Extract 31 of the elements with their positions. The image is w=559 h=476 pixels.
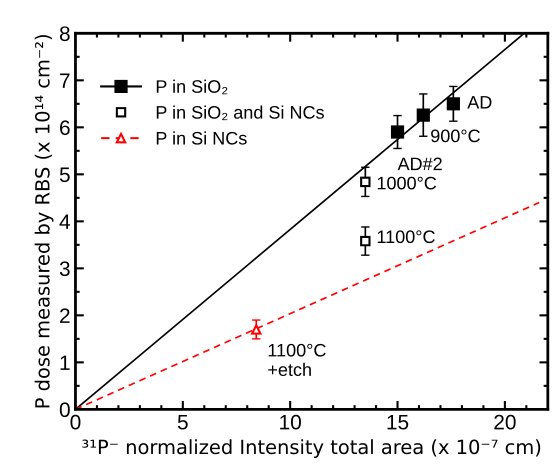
point (390, 125, 404, 139)
y-tick-label: 3 (60, 261, 70, 276)
y-tick-label: 1 (60, 356, 70, 370)
x-tick-label: 20 (494, 414, 516, 430)
point (251, 324, 262, 335)
legend-label: P in Si NCs (156, 131, 247, 145)
annotation: AD#2 (398, 158, 442, 170)
x-tick-label: 5 (178, 414, 188, 430)
annotation: 900°C (431, 129, 480, 142)
x-axis-title: ³¹P⁻ normalized Intensity total area (x 10⁻⁷ cm) (82, 439, 540, 458)
point (360, 176, 371, 188)
y-tick-label: 4 (59, 214, 70, 229)
y-tick-label: 5 (60, 168, 70, 182)
x-tick-label: 0 (70, 414, 80, 430)
y-tick-label: 8 (60, 26, 70, 42)
y-tick-label: 2 (60, 308, 70, 323)
legend-label: P in SiO₂ (156, 80, 228, 94)
annotation: 1000°C (378, 176, 436, 190)
x-tick-label: 10 (280, 414, 301, 430)
x-tick-label: 15 (388, 414, 408, 430)
annotation: 1100°C +etch (268, 344, 326, 376)
point (446, 97, 460, 110)
y-tick-label: 6 (60, 120, 70, 136)
annotation: AD (467, 96, 492, 108)
y-axis-title: P dose measured by RBS (x 10¹⁴ cm⁻²) (34, 35, 54, 408)
legend-label: P in SiO₂ and Si NCs (156, 106, 324, 120)
annotation: 1100°C (378, 230, 435, 244)
point (416, 108, 430, 122)
y-tick-label: 7 (60, 74, 70, 88)
point (360, 236, 371, 246)
y-tick-label: 0 (60, 402, 70, 418)
